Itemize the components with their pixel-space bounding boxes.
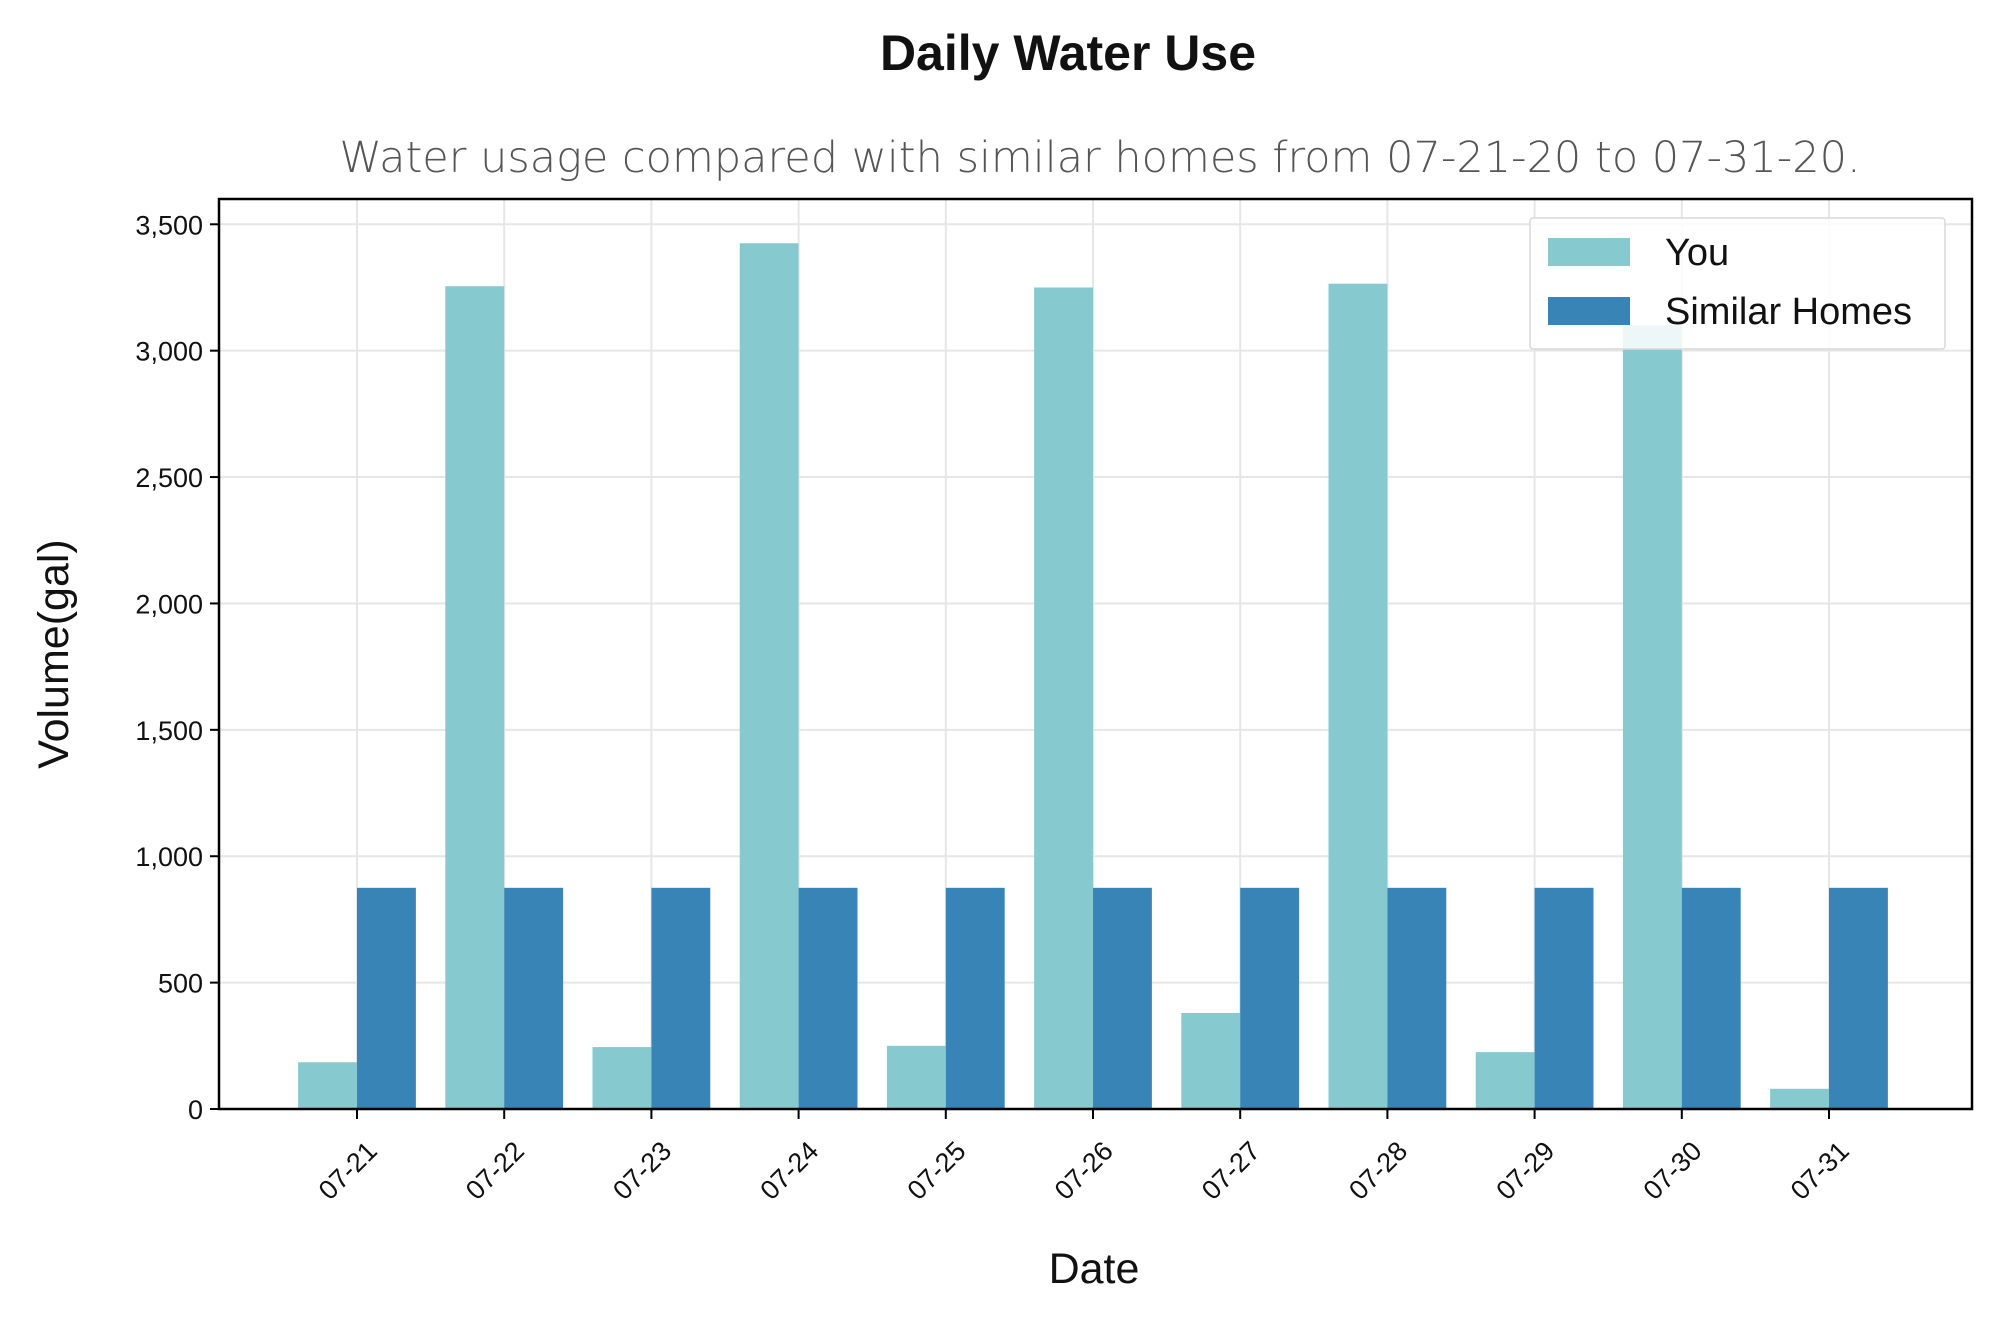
plot-area-frame: [217, 197, 1974, 1111]
y-tick-label: 2,000: [135, 589, 203, 619]
bar-similar-homes: [1681, 887, 1741, 1109]
bar-similar-homes: [945, 887, 1005, 1109]
x-tick-label: 07-29: [1490, 1136, 1560, 1206]
legend-swatch-you: [1548, 238, 1630, 266]
bar-similar-homes: [1829, 887, 1888, 1109]
bar-similar-homes: [651, 887, 711, 1109]
bar-similar-homes: [798, 887, 858, 1109]
bar-similar-homes: [1387, 887, 1447, 1109]
y-tick-label: 1,000: [135, 842, 203, 872]
bar-similar-homes: [504, 887, 564, 1109]
y-tick-label: 3,000: [135, 337, 203, 367]
bar-you: [298, 1062, 357, 1109]
x-tick-label: 07-21: [313, 1136, 383, 1206]
y-tick-label: 3,500: [135, 210, 203, 240]
legend: You Similar Homes: [1529, 217, 1946, 350]
x-tick-label: 07-25: [902, 1136, 972, 1206]
bar-you: [1328, 283, 1388, 1109]
x-tick-label: 07-23: [607, 1136, 677, 1206]
bar-you: [739, 243, 799, 1110]
bars: [298, 243, 1888, 1110]
legend-label-you: You: [1665, 232, 1729, 274]
y-axis-label: Volume(gal): [30, 539, 78, 768]
legend-label-similar-homes: Similar Homes: [1665, 291, 1912, 333]
x-tick-label: 07-31: [1785, 1136, 1855, 1206]
y-tick-label: 1,500: [135, 716, 203, 746]
bar-similar-homes: [1093, 887, 1152, 1109]
bar-you: [886, 1045, 946, 1109]
bar-you: [1034, 287, 1093, 1109]
x-tick-label: 07-30: [1638, 1136, 1708, 1206]
x-tick-label: 07-22: [460, 1136, 530, 1206]
bar-you: [1622, 325, 1682, 1109]
x-tick-label: 07-27: [1196, 1136, 1266, 1206]
y-axis: 0 500 1,000 1,500 2,000 2,500 3,000 3,500: [135, 210, 219, 1125]
chart-title: Daily Water Use: [880, 25, 1256, 81]
x-axis-label: Date: [1049, 1245, 1140, 1293]
legend-box: [1529, 217, 1946, 350]
legend-swatch-similar-homes: [1548, 297, 1630, 325]
y-tick-label: 2,500: [135, 463, 203, 493]
x-tick-label: 07-24: [754, 1136, 824, 1206]
bar-similar-homes: [1534, 887, 1594, 1109]
x-tick-label: 07-28: [1343, 1136, 1413, 1206]
bar-you: [1181, 1012, 1241, 1109]
chart-subtitle: Water usage compared with similar homes …: [339, 133, 1860, 183]
bar-you: [1475, 1052, 1535, 1109]
y-tick-label: 500: [158, 969, 203, 999]
bar-similar-homes: [357, 887, 416, 1109]
bar-similar-homes: [1240, 887, 1300, 1109]
y-tick-label: 0: [188, 1095, 203, 1125]
bar-you: [1770, 1088, 1829, 1109]
bar-you: [445, 286, 505, 1109]
bar-you: [592, 1047, 652, 1109]
x-tick-label: 07-26: [1049, 1136, 1119, 1206]
x-axis: 07-21 07-22 07-23 07-24 07-25 07-26 07-27 07-28…: [313, 1109, 1855, 1206]
